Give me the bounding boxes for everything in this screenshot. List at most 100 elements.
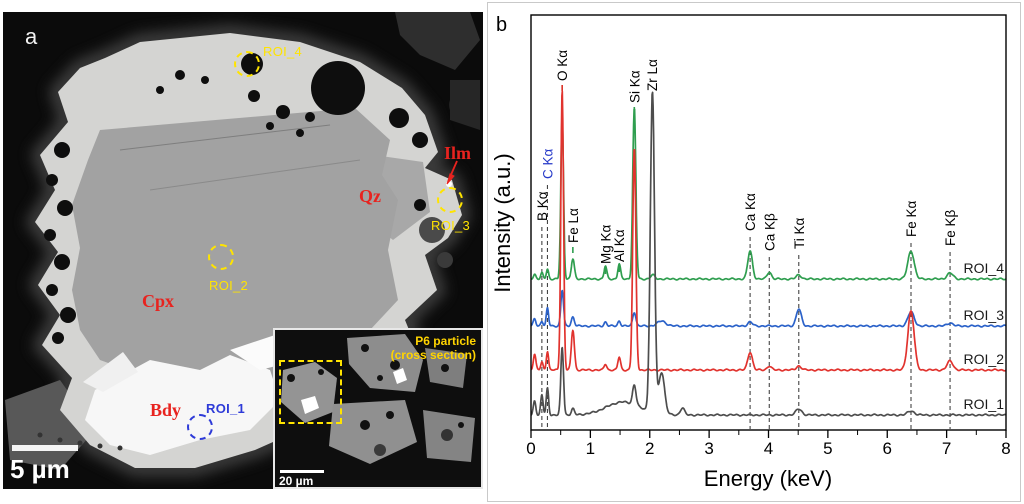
peak-label: B Kα bbox=[535, 191, 550, 221]
vesicle bbox=[156, 86, 164, 94]
x-axis-label: Energy (keV) bbox=[704, 466, 832, 491]
vesicle bbox=[175, 70, 185, 80]
dot bbox=[117, 445, 123, 451]
peak-label: Al Kα bbox=[612, 229, 627, 262]
x-tick-label: 0 bbox=[526, 439, 535, 458]
curve-label: ROI_4 bbox=[964, 260, 1005, 276]
peak-label: Zr Lα bbox=[645, 59, 660, 91]
inset-title-line1: P6 particle bbox=[415, 334, 476, 348]
peak-label: C Kα bbox=[540, 148, 555, 179]
spectrum-ROI_2 bbox=[531, 90, 1006, 372]
panel-b-eds-spectra: b Intensity (a.u.) Energy (keV) B Kα C Kα… bbox=[487, 2, 1021, 502]
inset-hole bbox=[458, 422, 464, 428]
vesicle bbox=[437, 252, 453, 268]
vesicle bbox=[311, 61, 365, 115]
peak-label: Si Kα bbox=[627, 70, 642, 103]
inset-hole bbox=[360, 420, 370, 430]
roi2-circle bbox=[208, 244, 234, 270]
vesicle bbox=[276, 105, 290, 119]
inset-particle bbox=[329, 400, 417, 464]
vesicle bbox=[54, 254, 70, 270]
inset-hole bbox=[441, 364, 449, 372]
vesicle bbox=[389, 108, 409, 128]
x-tick-label: 6 bbox=[883, 439, 892, 458]
ilm-label: Ilm bbox=[444, 143, 471, 163]
cpx-crack bbox=[149, 159, 361, 191]
inset-particle bbox=[281, 362, 337, 423]
roi3-label: ROI_3 bbox=[431, 218, 471, 233]
inset-hole bbox=[318, 369, 324, 375]
peak-label: Ca Kβ bbox=[762, 213, 777, 251]
bdy-crystal bbox=[83, 352, 138, 392]
ilm-arrow-head bbox=[446, 173, 455, 185]
panel-a-label: a bbox=[25, 24, 38, 49]
panel-b-label: b bbox=[496, 14, 507, 36]
roi2-label: ROI_2 bbox=[209, 278, 249, 293]
cpx-crystal bbox=[72, 108, 398, 393]
inset-hole bbox=[361, 344, 369, 352]
qz-label: Qz bbox=[359, 186, 381, 206]
x-tick-label: 4 bbox=[764, 439, 773, 458]
bdy-label: Bdy bbox=[150, 400, 182, 420]
spectra-curves bbox=[531, 90, 1006, 417]
curve-label: ROI_2 bbox=[964, 351, 1005, 367]
dot bbox=[57, 437, 63, 443]
inset-hole bbox=[287, 374, 295, 382]
vesicle bbox=[201, 76, 209, 84]
curve-label: ROI_3 bbox=[964, 307, 1005, 323]
inset-overview-image: P6 particle (cross section) 20 µm bbox=[273, 328, 483, 489]
peak-label: O Kα bbox=[555, 50, 570, 81]
vesicle bbox=[412, 132, 428, 148]
ilm-arrow bbox=[446, 160, 458, 185]
spectrum-ROI_4 bbox=[531, 108, 1006, 281]
vesicle bbox=[60, 307, 76, 323]
inset-scale-bar-label: 20 µm bbox=[279, 474, 314, 488]
peak-label: Fe Kα bbox=[904, 200, 919, 237]
bdy-crystal bbox=[85, 355, 280, 455]
x-tick-label: 7 bbox=[942, 439, 951, 458]
panel-a-sem-image: a ROI_4 ROI_3 ROI_2 ROI_1 Ilm Qz Cpx Bdy… bbox=[3, 12, 483, 489]
roi1-label: ROI_1 bbox=[206, 401, 246, 416]
peak-label: Mg Kα bbox=[598, 224, 613, 264]
vesicle bbox=[296, 129, 304, 137]
spectrum-ROI_1 bbox=[531, 91, 1006, 417]
inset-hole bbox=[390, 360, 400, 370]
x-axis: 0 1 2 3 4 5 6 7 8 bbox=[526, 14, 1011, 458]
spectrum-ROI_3 bbox=[531, 289, 1006, 328]
scale-bar-label: 5 µm bbox=[10, 454, 70, 484]
inset-hole bbox=[441, 429, 453, 441]
vesicle bbox=[305, 112, 315, 122]
inset-hole bbox=[386, 411, 394, 419]
fragment bbox=[395, 12, 480, 70]
x-tick-label: 3 bbox=[704, 439, 713, 458]
cpx-label: Cpx bbox=[142, 291, 175, 311]
inset-bdy-speck bbox=[301, 396, 319, 414]
scale-bar bbox=[12, 445, 78, 451]
vesicle bbox=[44, 229, 56, 241]
fragment bbox=[450, 80, 480, 130]
inset-graphics bbox=[281, 334, 475, 464]
x-tick-label: 2 bbox=[645, 439, 654, 458]
vesicle bbox=[46, 174, 58, 186]
y-axis-label: Intensity (a.u.) bbox=[490, 153, 515, 292]
dot bbox=[77, 440, 83, 446]
inset-scale-bar bbox=[280, 470, 324, 473]
peak-label: Fe Lα bbox=[566, 208, 581, 243]
roi3-circle bbox=[437, 187, 463, 213]
x-tick-label: 8 bbox=[1001, 439, 1010, 458]
dot bbox=[97, 443, 103, 449]
vesicle bbox=[414, 199, 426, 211]
inset-hole bbox=[377, 375, 383, 381]
peak-label: Fe Kβ bbox=[943, 209, 958, 246]
roi1-circle bbox=[187, 414, 213, 440]
vesicle bbox=[46, 284, 58, 296]
x-tick-label: 5 bbox=[823, 439, 832, 458]
small-dots bbox=[37, 432, 123, 451]
roi4-circle bbox=[234, 51, 260, 77]
inset-title: P6 particle (cross section) bbox=[336, 334, 476, 362]
vesicle bbox=[419, 217, 445, 243]
vesicle bbox=[248, 90, 260, 102]
roi4-label: ROI_4 bbox=[263, 44, 303, 59]
